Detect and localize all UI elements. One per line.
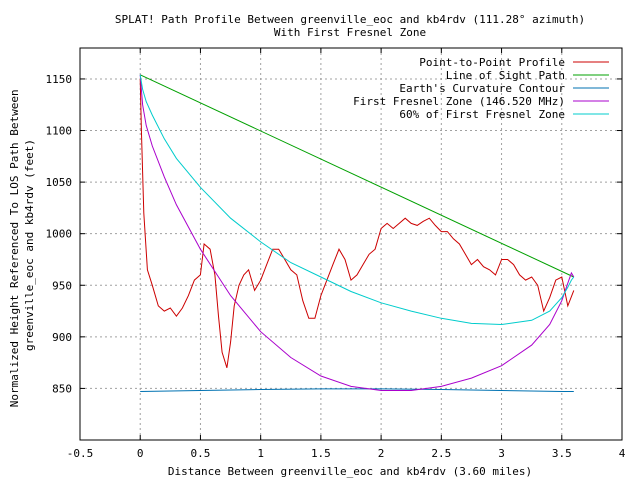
plot-frame	[79, 47, 623, 441]
series-line-point-to-point-profile	[139, 78, 575, 368]
series-line-first-fresnel-zone-146-520-mhz	[139, 74, 575, 391]
x-tick-label: 0	[137, 447, 144, 460]
x-axis-label: Distance Between greenville_eoc and kb4r…	[168, 465, 532, 478]
legend-label-point-to-point-profile: Point-to-Point Profile	[419, 56, 565, 69]
x-tick-label: -0.5	[67, 447, 94, 460]
x-tick-label: 3.5	[552, 447, 572, 460]
x-tick-label: 2.5	[431, 447, 451, 460]
legend-label-60-of-first-fresnel-zone: 60% of First Fresnel Zone	[399, 108, 565, 121]
series-line-earth-s-curvature-contour	[140, 388, 574, 392]
series-layer	[139, 74, 575, 392]
x-tick-label: 2	[378, 447, 385, 460]
legend-label-earth-s-curvature-contour: Earth's Curvature Contour	[399, 82, 565, 95]
x-tick-label: 1.5	[311, 447, 331, 460]
x-tick-label: 3	[498, 447, 505, 460]
series-line-60-of-first-fresnel-zone	[139, 74, 575, 326]
axis-ticks: -0.5 0 0.5 1 1.5 2 2.5 3 3.5 4 850 900 950 1000 1050 11…	[46, 48, 626, 460]
x-tick-label: 1	[257, 447, 264, 460]
y-axis-label-line2: greenville_eoc and kb4rdv (feet)	[23, 139, 36, 351]
legend-label-first-fresnel-zone-146-520-mhz: First Fresnel Zone (146.520 MHz)	[353, 95, 565, 108]
grid	[80, 48, 622, 440]
legend-label-line-of-sight-path: Line of Sight Path	[446, 69, 565, 82]
y-axis-label: Normalized Height Referenced To LOS Path…	[8, 83, 36, 408]
y-tick-label: 1000	[46, 228, 73, 241]
y-tick-label: 850	[52, 382, 72, 395]
y-tick-label: 1050	[46, 176, 73, 189]
y-tick-label: 950	[52, 279, 72, 292]
y-tick-label: 900	[52, 331, 72, 344]
x-tick-label: 4	[619, 447, 626, 460]
y-axis-label-line1: Normalized Height Referenced To LOS Path…	[8, 89, 21, 407]
x-tick-label: 0.5	[191, 447, 211, 460]
chart-subtitle: With First Fresnel Zone	[274, 26, 426, 39]
y-tick-label: 1100	[46, 125, 73, 138]
y-tick-label: 1150	[46, 73, 73, 86]
chart-title: SPLAT! Path Profile Between greenville_e…	[115, 13, 585, 26]
series-line-line-of-sight-path	[139, 74, 575, 278]
